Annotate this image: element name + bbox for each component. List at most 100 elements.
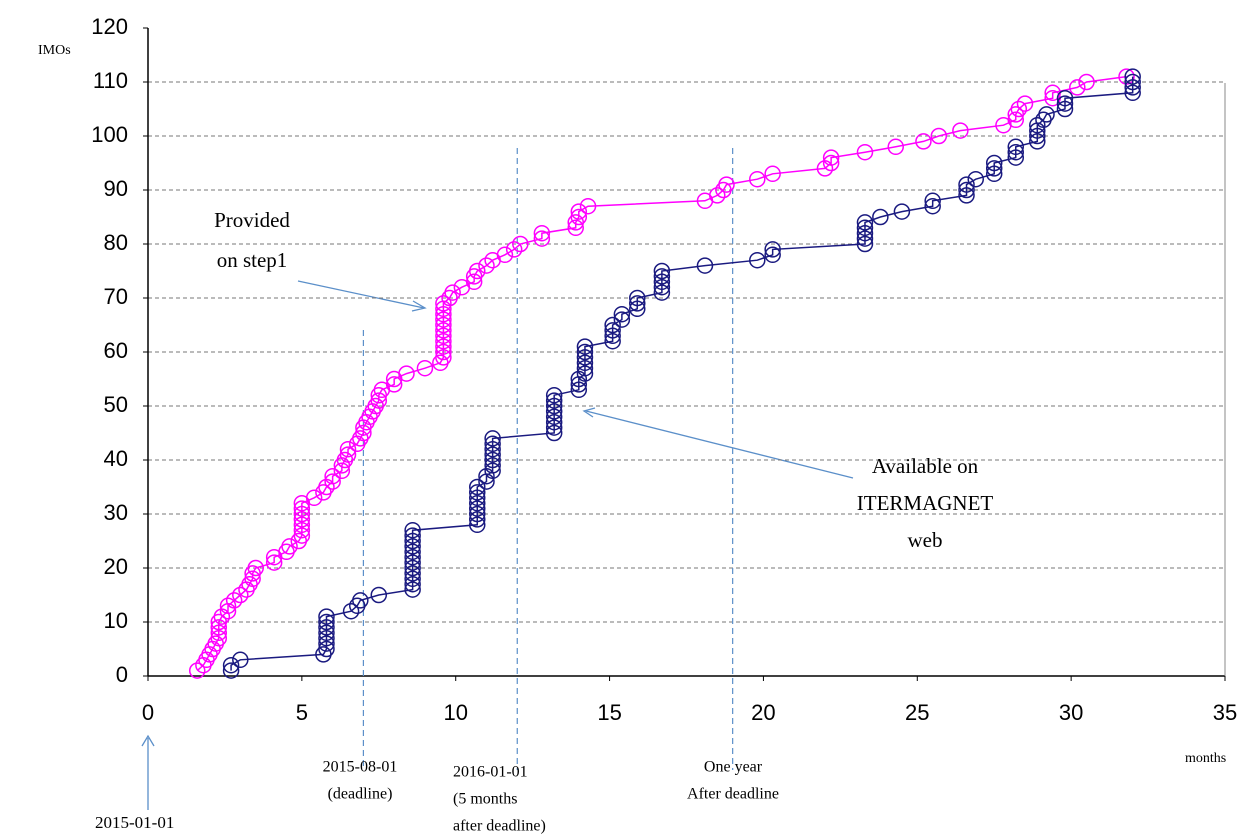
data-point xyxy=(822,149,840,166)
data-point xyxy=(893,203,911,220)
data-point xyxy=(967,170,985,188)
data-point xyxy=(872,208,889,226)
annotation: Available on xyxy=(872,454,979,478)
data-point xyxy=(484,451,501,469)
data-point xyxy=(764,165,781,183)
data-point xyxy=(653,278,671,296)
data-point xyxy=(570,203,588,220)
data-point xyxy=(219,597,237,615)
data-point xyxy=(958,181,975,199)
data-point xyxy=(924,192,941,210)
x-tick-label: 35 xyxy=(1213,700,1237,725)
data-point xyxy=(232,651,249,669)
data-point xyxy=(469,511,486,528)
data-point xyxy=(856,235,874,253)
data-point xyxy=(469,494,486,512)
data-point xyxy=(404,570,421,588)
data-point xyxy=(576,359,594,377)
data-point xyxy=(496,246,514,264)
data-point xyxy=(856,224,874,242)
data-point xyxy=(545,413,563,431)
data-point xyxy=(764,246,781,264)
data-point xyxy=(924,197,941,215)
data-point xyxy=(355,424,372,442)
reference-label: After deadline xyxy=(687,786,779,803)
data-point xyxy=(1007,138,1025,156)
data-point xyxy=(604,327,621,345)
data-point xyxy=(469,500,486,517)
data-point xyxy=(244,570,261,588)
data-point xyxy=(484,446,501,463)
data-point xyxy=(915,133,932,150)
data-point xyxy=(749,170,766,188)
reference-label: (5 months xyxy=(453,791,517,808)
data-point xyxy=(469,489,486,507)
data-point xyxy=(533,224,551,242)
data-point xyxy=(1016,95,1034,112)
data-point xyxy=(469,478,486,496)
data-point xyxy=(545,386,563,404)
data-point xyxy=(629,289,646,307)
data-point xyxy=(210,624,228,642)
data-point xyxy=(1078,73,1095,91)
data-point xyxy=(469,262,486,280)
data-point xyxy=(1007,111,1025,129)
data-point xyxy=(484,440,501,458)
data-point xyxy=(222,656,240,674)
y-tick-label: 100 xyxy=(91,122,128,147)
data-point xyxy=(952,122,969,139)
y-tick-label: 0 xyxy=(116,662,128,687)
data-point xyxy=(629,295,646,312)
data-point xyxy=(469,484,486,501)
data-point xyxy=(1056,100,1074,118)
x-axis-label: months xyxy=(1185,751,1226,766)
data-point xyxy=(339,440,357,458)
data-point xyxy=(576,354,594,372)
data-point xyxy=(318,629,335,647)
data-point xyxy=(370,586,388,604)
y-tick-label: 90 xyxy=(104,176,128,201)
start-label: 2015-01-01 xyxy=(95,813,174,832)
data-point xyxy=(293,505,311,523)
data-point xyxy=(465,273,483,291)
data-point xyxy=(404,527,421,544)
data-point xyxy=(318,624,335,642)
data-point xyxy=(1124,73,1141,91)
data-point xyxy=(613,311,631,328)
reference-label: 2016-01-01 xyxy=(453,764,528,781)
data-point xyxy=(435,332,452,350)
x-tick-label: 0 xyxy=(142,700,154,725)
data-point xyxy=(222,662,240,679)
data-point xyxy=(749,251,766,269)
data-point xyxy=(416,359,434,377)
data-point xyxy=(324,473,341,490)
data-point xyxy=(318,640,335,658)
data-point xyxy=(856,214,874,231)
x-tick-label: 5 xyxy=(296,700,308,725)
data-point xyxy=(469,516,486,534)
y-tick-label: 60 xyxy=(104,338,128,363)
data-point xyxy=(435,295,452,312)
data-point xyxy=(293,521,311,539)
data-point xyxy=(579,197,597,215)
data-point xyxy=(435,322,452,339)
data-point xyxy=(484,430,501,447)
data-point xyxy=(629,300,646,318)
data-point xyxy=(1007,143,1025,161)
data-point xyxy=(604,322,621,339)
data-point xyxy=(567,219,584,237)
data-point xyxy=(404,581,421,598)
data-point xyxy=(404,538,421,555)
data-point xyxy=(653,268,671,285)
annotation: ITERMAGNET xyxy=(857,491,994,515)
data-point xyxy=(1124,79,1141,96)
annotation: web xyxy=(908,528,943,552)
data-point xyxy=(484,462,501,480)
data-point xyxy=(604,316,621,334)
data-point xyxy=(265,554,283,571)
data-point xyxy=(985,165,1003,183)
data-point xyxy=(435,338,452,355)
data-point xyxy=(576,365,594,382)
data-point xyxy=(210,629,228,647)
